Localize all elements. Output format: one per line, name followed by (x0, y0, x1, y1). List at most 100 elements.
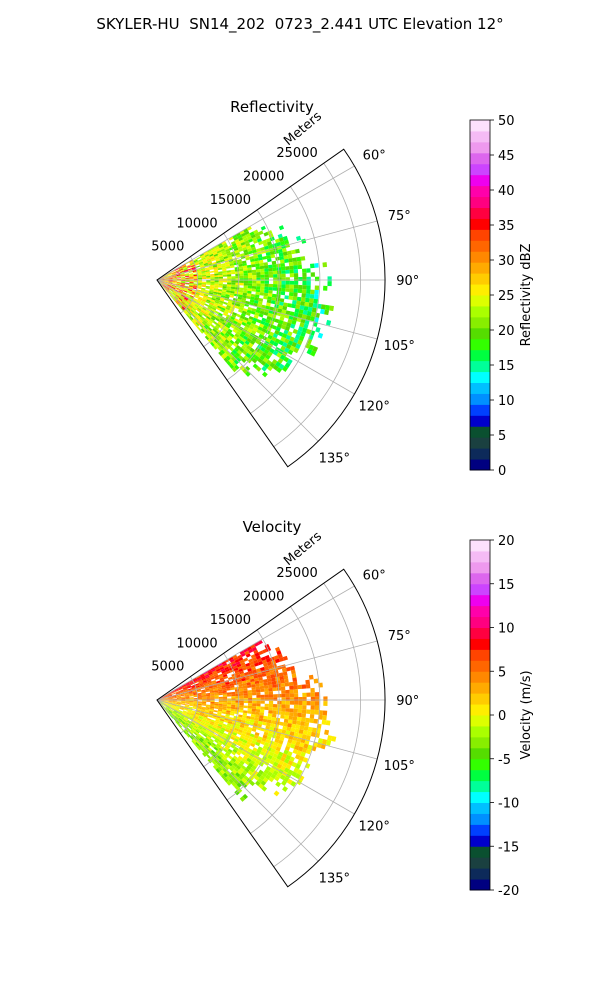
range-tick-label: 5000 (151, 660, 184, 675)
colorbar: -20 -15 -10 -5 0 5 10 15 20 Velocity (m/s) (469, 534, 534, 899)
colorbar-swatch (470, 141, 490, 154)
range-tick-label: 15000 (210, 613, 251, 628)
azimuth-line (156, 699, 378, 760)
range-tick-label: 15000 (210, 193, 251, 208)
colorbar-tick-label: 0 (498, 709, 506, 724)
colorbar-swatch (470, 437, 490, 449)
azimuth-line (156, 279, 378, 340)
colorbar-swatch (470, 550, 490, 563)
colorbar-swatch (470, 327, 490, 340)
colorbar-swatch (470, 747, 490, 760)
colorbar-swatch (470, 649, 490, 661)
range-tick-label: 20000 (243, 170, 284, 185)
colorbar-swatch (470, 660, 490, 672)
colorbar-tick-label: 10 (498, 622, 515, 637)
azimuth-tick-label: 105° (384, 759, 415, 774)
azimuth-tick-label: 75° (388, 209, 411, 224)
colorbar-swatch (470, 448, 490, 460)
colorbar-swatch (470, 846, 490, 858)
colorbar-swatch (470, 426, 490, 438)
colorbar-swatch (470, 682, 490, 694)
colorbar-tick-label: 30 (498, 254, 515, 269)
colorbar-swatch (470, 572, 490, 585)
colorbar-tick-label: 5 (498, 429, 506, 444)
colorbar-swatch (470, 704, 490, 716)
colorbar-swatch (470, 671, 490, 683)
colorbar-swatch (470, 813, 490, 825)
reflectivity-panel: Reflectivity500010000150002000025000Mete… (151, 98, 534, 479)
azimuth-tick-label: 60° (363, 149, 386, 164)
colorbar-swatch (470, 174, 490, 187)
azimuth-line (156, 165, 355, 281)
range-rings (180, 163, 361, 448)
range-tick-label: 10000 (176, 216, 217, 231)
range-tick-label: 25000 (276, 566, 317, 581)
plot-title: Reflectivity (230, 98, 314, 116)
colorbar-swatch (470, 262, 490, 274)
range-tick-label: 5000 (151, 240, 184, 255)
colorbar-swatch (470, 857, 490, 869)
colorbar-swatch (470, 725, 490, 738)
colorbar-swatch (470, 616, 490, 628)
sector-outline (156, 568, 386, 888)
colorbar-tick-label: 50 (498, 114, 515, 129)
colorbar-swatch (470, 780, 490, 793)
azimuth-tick-label: 135° (319, 451, 350, 466)
range-ring (226, 209, 280, 381)
colorbar-swatch (470, 769, 490, 782)
colorbar-tick-label: -15 (498, 840, 519, 855)
colorbar-tick-label: -20 (498, 884, 519, 899)
colorbar-swatch (470, 371, 490, 383)
colorbar-swatch (470, 273, 490, 285)
colorbar-swatch (470, 240, 490, 252)
colorbar-swatch (470, 540, 490, 552)
colorbar-tick-label: 20 (498, 534, 515, 549)
colorbar-swatch (470, 835, 490, 847)
range-ring (250, 186, 321, 414)
page-title: SKYLER-HU SN14_202 0723_2.441 UTC Elevat… (96, 15, 504, 33)
azimuth-line (156, 279, 319, 442)
colorbar-tick-label: 10 (498, 394, 515, 409)
range-ring (250, 606, 321, 834)
colorbar-tick-label: 20 (498, 324, 515, 339)
colorbar-swatch (470, 163, 490, 176)
range-tick-label: 10000 (176, 636, 217, 651)
colorbar-tick-label: 5 (498, 665, 506, 680)
colorbar-swatch (470, 404, 490, 416)
colorbar-swatch (470, 251, 490, 263)
colorbar-swatch (470, 207, 490, 219)
colorbar-tick-label: 45 (498, 149, 515, 164)
colorbar-swatch (470, 824, 490, 836)
colorbar-tick-label: 25 (498, 289, 515, 304)
azimuth-line (156, 279, 355, 395)
range-tick-label: 20000 (243, 590, 284, 605)
colorbar-swatch (470, 868, 490, 880)
range-rings (180, 583, 361, 868)
colorbar-swatch (470, 196, 490, 208)
colorbar-tick-label: 15 (498, 578, 515, 593)
colorbar-swatch (470, 120, 490, 132)
azimuth-line (156, 640, 378, 701)
colorbar-tick-label: 15 (498, 359, 515, 374)
colorbar-swatch (470, 791, 490, 803)
colorbar-swatch (470, 295, 490, 307)
colorbar-swatch (470, 715, 490, 727)
colorbar-swatch (470, 185, 490, 198)
colorbar-tick-label: 40 (498, 184, 515, 199)
colorbar-swatch (470, 594, 490, 607)
colorbar-label: Velocity (m/s) (519, 670, 534, 759)
colorbar-swatch (470, 349, 490, 362)
colorbar-swatch (470, 879, 490, 891)
azimuth-tick-label: 60° (363, 569, 386, 584)
colorbar-swatch (470, 693, 490, 705)
velocity-panel: Velocity500010000150002000025000Meters60… (151, 518, 534, 899)
colorbar-swatch (470, 130, 490, 143)
colorbar-swatch (470, 229, 490, 241)
colorbar-swatch (470, 360, 490, 373)
echo-field (159, 639, 337, 802)
colorbar-swatch (470, 627, 490, 639)
azimuth-tick-label: 75° (388, 629, 411, 644)
colorbar: 0 5 10 15 20 25 30 35 40 45 50 Reflectivity dBZ (469, 114, 534, 479)
range-ring (226, 629, 280, 801)
echo-field (159, 225, 335, 378)
